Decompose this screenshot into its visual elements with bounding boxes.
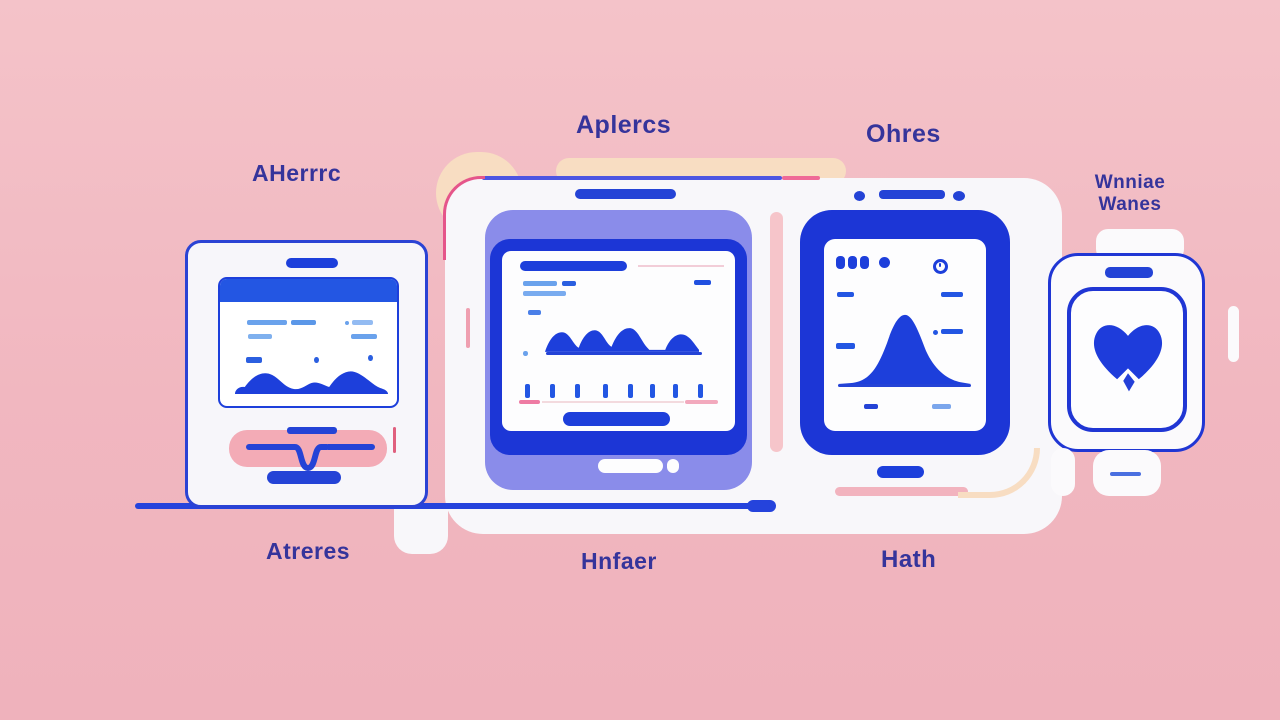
- placeholder-line: [694, 280, 711, 285]
- decor-dot: [953, 191, 965, 201]
- footer-bar: [864, 404, 878, 409]
- label-phone-bottom: Hath: [881, 546, 937, 573]
- label-monitor-bottom: Atreres: [266, 538, 351, 564]
- wave-chart-icon: [234, 371, 389, 394]
- placeholder-line: [562, 281, 576, 286]
- label-monitor-top: AHerrrc: [252, 160, 342, 186]
- placeholder-dot: [345, 321, 349, 325]
- watch-top-pill: [1105, 267, 1153, 278]
- placeholder-line: [246, 357, 262, 363]
- placeholder-line: [837, 292, 854, 297]
- wave-chart-icon: [545, 328, 700, 352]
- label-tablet-top: Aplercs: [576, 111, 672, 139]
- placeholder-line: [528, 310, 541, 315]
- chart-baseline: [838, 384, 971, 387]
- label-phone-top: Ohres: [866, 120, 941, 148]
- brace-left-bar: [246, 444, 292, 450]
- decor-bar: [879, 190, 945, 199]
- placeholder-line: [247, 320, 287, 325]
- strap-buckle-line: [1110, 472, 1141, 476]
- bracket-top-bar: [287, 427, 337, 434]
- watch-screen-frame: [1067, 287, 1187, 432]
- home-pill-icon: [598, 459, 663, 473]
- footer-bar: [932, 404, 951, 409]
- screen-header-pill: [520, 261, 627, 271]
- axis-tick: [603, 384, 608, 398]
- pink-underline-right: [835, 487, 968, 496]
- desk-line: [135, 503, 775, 509]
- clock-hand: [938, 263, 941, 267]
- brace-icon: [289, 444, 327, 472]
- placeholder-dot: [933, 330, 938, 335]
- placeholder-dot: [314, 357, 319, 363]
- panel-top-accent-pink: [782, 176, 820, 180]
- tablet-top-bar: [575, 189, 676, 199]
- placeholder-line: [351, 334, 377, 339]
- axis-tick: [698, 384, 703, 398]
- screen-bottom-pill: [563, 412, 670, 426]
- placeholder-line: [291, 320, 316, 325]
- desk-end-pill: [747, 500, 776, 512]
- clock-ring-icon: [933, 259, 948, 274]
- heart-icon: [1093, 325, 1163, 396]
- watch-crown-pill: [1228, 306, 1239, 362]
- monitor-top-bar: [286, 258, 338, 268]
- panel-top-accent-blue: [482, 176, 782, 180]
- status-bar-segment: [836, 256, 845, 269]
- pink-accent-segment: [519, 400, 540, 404]
- header-hairline: [638, 265, 724, 267]
- placeholder-line: [523, 281, 557, 286]
- browser-title-bar: [220, 279, 397, 302]
- label-tablet-bottom: Hnfaer: [581, 548, 657, 574]
- placeholder-dot: [368, 355, 373, 361]
- placeholder-line: [248, 334, 272, 339]
- axis-tick: [628, 384, 633, 398]
- placeholder-line: [352, 320, 373, 325]
- pink-faint-line: [542, 401, 684, 403]
- chart-baseline: [546, 352, 702, 355]
- pink-accent-segment: [685, 400, 718, 404]
- pink-accent-line-left: [466, 308, 470, 348]
- axis-tick: [673, 384, 678, 398]
- brace-right-bar: [325, 444, 375, 450]
- monitor-stand-pill: [267, 471, 341, 484]
- white-blob-left: [1051, 448, 1075, 496]
- placeholder-dot: [523, 351, 528, 356]
- axis-tick: [550, 384, 555, 398]
- axis-tick: [525, 384, 530, 398]
- placeholder-line: [941, 329, 963, 334]
- axis-tick: [650, 384, 655, 398]
- decor-dot: [854, 191, 865, 201]
- panel-tab-below-desk: [394, 508, 448, 554]
- pink-divider-bar: [770, 212, 783, 452]
- home-dot: [667, 459, 679, 473]
- label-watch-top: Wnniae Wanes: [1094, 172, 1166, 215]
- bell-curve-icon: [838, 314, 971, 385]
- phone-base-pill: [877, 466, 924, 478]
- status-dot: [879, 257, 890, 268]
- placeholder-line: [836, 343, 855, 349]
- placeholder-line: [941, 292, 963, 297]
- placeholder-line: [523, 291, 566, 296]
- red-accent-line: [393, 427, 396, 453]
- status-bar-segment: [860, 256, 869, 269]
- axis-tick: [575, 384, 580, 398]
- status-bar-segment: [848, 256, 857, 269]
